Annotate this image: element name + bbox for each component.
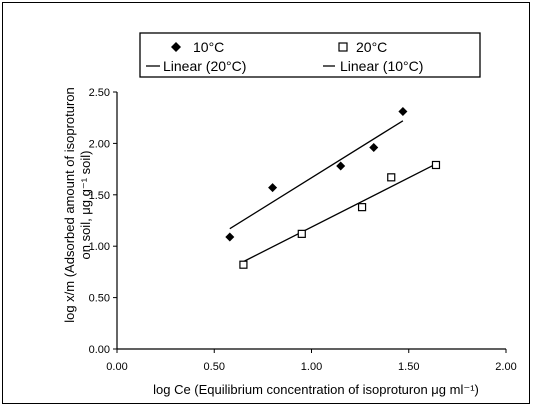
axes — [113, 91, 507, 353]
legend: 10°C 20°C Linear (20°C) Linear (10°C) — [146, 39, 423, 74]
legend-label-linear-10c: Linear (10°C) — [340, 58, 423, 74]
x-tick-label: 2.00 — [495, 361, 516, 373]
point-series-0 — [225, 232, 235, 242]
point-series-1 — [387, 173, 396, 182]
trendline-1 — [229, 120, 404, 230]
data-points — [225, 107, 441, 269]
trendlines — [229, 120, 437, 263]
y-tick-label: 2.00 — [89, 138, 110, 150]
x-axis-label: log Ce (Equilibrium concentration of iso… — [153, 382, 479, 397]
point-series-1 — [431, 160, 441, 170]
point-series-0 — [369, 143, 379, 153]
y-axis-label-line1: log x/m (Adsorbed amount of isoproturon — [62, 87, 77, 323]
x-tick-label: 0.00 — [106, 361, 127, 373]
legend-label-10c: 10°C — [193, 39, 224, 55]
legend-label-20c: 20°C — [356, 39, 387, 55]
chart-frame — [2, 2, 530, 404]
point-series-0 — [398, 107, 408, 117]
x-tick-label: 1.00 — [301, 361, 322, 373]
legend-label-linear-20c: Linear (20°C) — [163, 58, 246, 74]
trendline-0 — [243, 163, 437, 263]
point-series-1 — [357, 203, 367, 212]
x-tick-label: 1.50 — [398, 361, 419, 373]
y-tick-label: 1.50 — [89, 190, 110, 202]
tick-labels: 0.00 0.50 1.00 1.50 2.00 2.50 0.00 0.50 1.00 1.50… — [89, 87, 517, 373]
x-tick-label: 0.50 — [204, 361, 225, 373]
point-series-1 — [239, 260, 248, 269]
y-axis-label-line2: on soil, μg g⁻¹ soil) — [78, 150, 93, 259]
y-axis-label: log x/m (Adsorbed amount of isoproturon … — [62, 87, 93, 323]
y-tick-label: 0.00 — [89, 344, 110, 356]
y-tick-label: 1.00 — [89, 241, 110, 253]
legend-marker-10c — [171, 42, 181, 52]
legend-box — [139, 32, 481, 78]
point-series-0 — [336, 161, 346, 171]
point-series-1 — [297, 229, 306, 238]
legend-marker-20c — [338, 42, 348, 52]
y-tick-label: 2.50 — [89, 87, 110, 99]
point-series-0 — [268, 183, 278, 193]
y-tick-label: 0.50 — [89, 293, 110, 305]
